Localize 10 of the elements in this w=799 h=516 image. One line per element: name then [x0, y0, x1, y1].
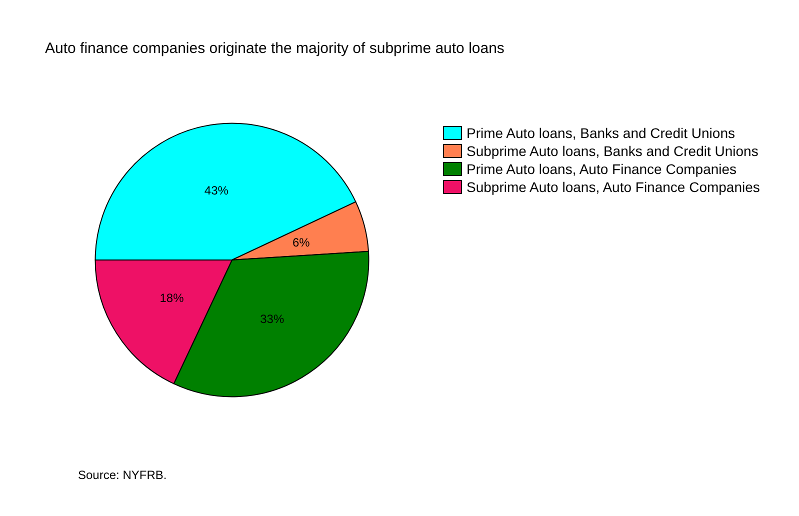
- data-label: 43%: [204, 183, 229, 198]
- legend-label: Subprime Auto loans, Banks and Credit Unions: [466, 143, 758, 159]
- data-label: 33%: [260, 312, 284, 326]
- legend-label: Subprime Auto loans, Auto Finance Companies: [466, 179, 760, 195]
- chart-title: Auto finance companies originate the majority of subprime auto loans: [45, 40, 504, 57]
- data-label: 18%: [160, 291, 184, 306]
- data-label: 6%: [292, 235, 310, 250]
- source-note: Source: NYFRB.: [78, 468, 167, 482]
- legend-label: Prime Auto loans, Auto Finance Companies: [466, 161, 737, 177]
- legend-label: Prime Auto loans, Banks and Credit Unions: [466, 125, 735, 141]
